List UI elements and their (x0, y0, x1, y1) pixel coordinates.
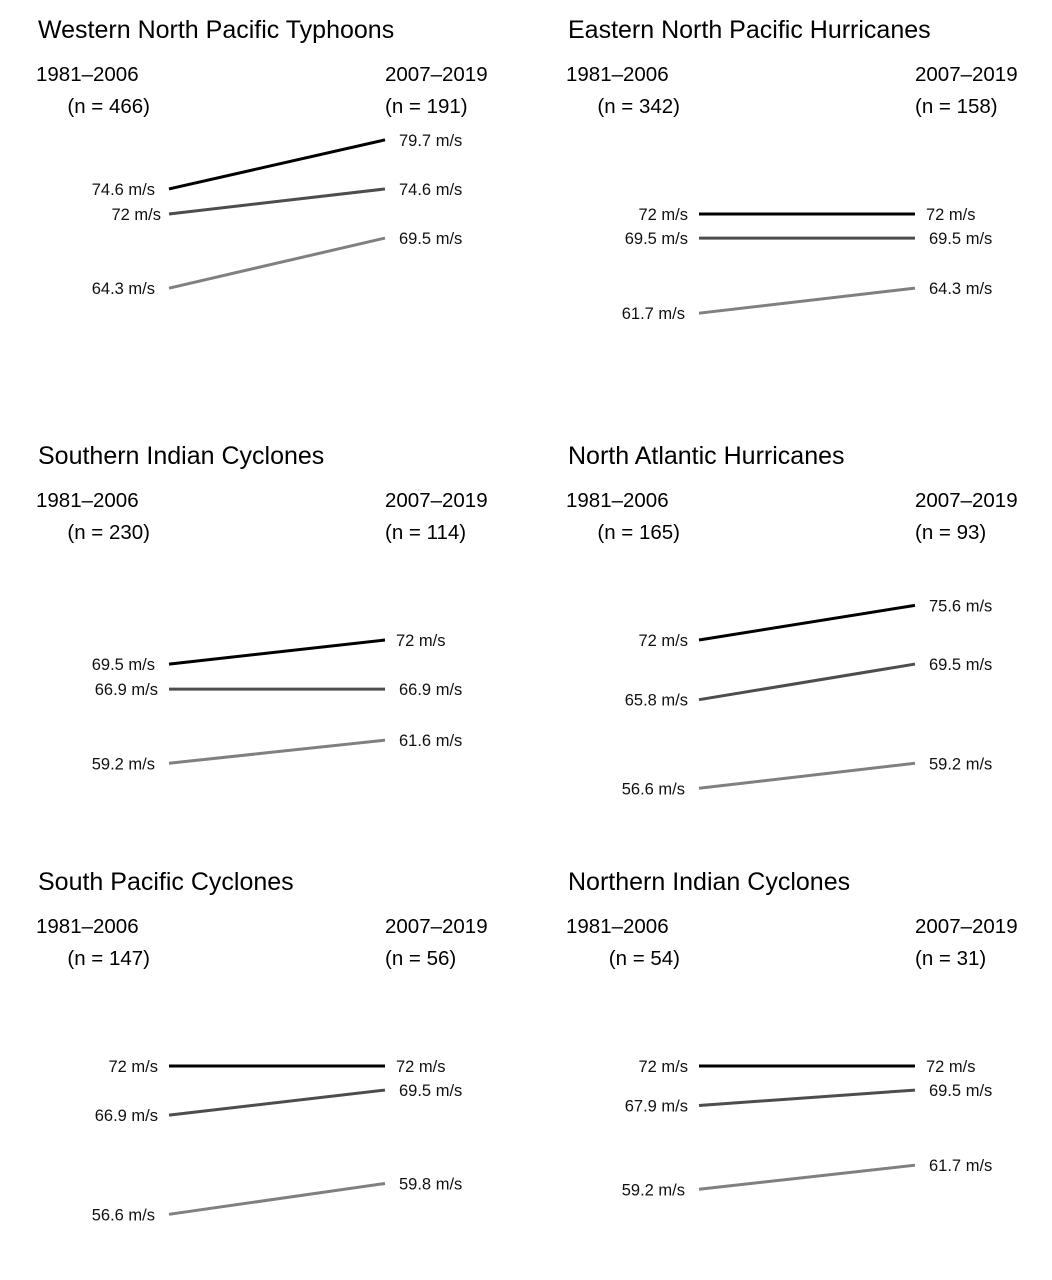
period-start-label: 1981–2006 (566, 915, 669, 938)
end-value-label: 69.5 m/s (929, 1082, 992, 1100)
series-line-3 (168, 1182, 386, 1216)
period-end-label: 2007–2019 (385, 63, 488, 86)
end-value-label: 69.5 m/s (929, 656, 992, 674)
end-value-label: 72 m/s (926, 206, 976, 224)
end-value-label: 69.5 m/s (399, 230, 462, 248)
panel-northern-indian: Northern Indian Cyclones 1981–2006 2007–… (530, 852, 1020, 1272)
end-value-label: 61.7 m/s (929, 1157, 992, 1175)
panel-title: Eastern North Pacific Hurricanes (568, 16, 931, 44)
start-value-label: 74.6 m/s (92, 181, 155, 199)
end-value-label: 66.9 m/s (399, 681, 462, 699)
series-line-2 (698, 662, 916, 702)
series-line-2 (168, 1088, 386, 1117)
end-value-label: 72 m/s (926, 1058, 976, 1076)
count-end-label: (n = 93) (915, 521, 987, 544)
period-start-label: 1981–2006 (566, 63, 669, 86)
start-value-label: 72 m/s (108, 1058, 158, 1076)
count-end-label: (n = 31) (915, 947, 987, 970)
end-value-label: 74.6 m/s (399, 181, 462, 199)
count-start-label: (n = 147) (67, 947, 150, 970)
count-start-label: (n = 230) (67, 521, 150, 544)
end-value-label: 79.7 m/s (399, 132, 462, 150)
count-start-label: (n = 342) (597, 95, 680, 118)
series-line-1 (168, 138, 386, 191)
end-value-label: 64.3 m/s (929, 280, 992, 298)
end-value-label: 59.2 m/s (929, 755, 992, 773)
period-start-label: 1981–2006 (36, 489, 139, 512)
panel-title: Northern Indian Cyclones (568, 868, 851, 896)
end-value-label: 75.6 m/s (929, 597, 992, 615)
start-value-label: 56.6 m/s (622, 780, 685, 798)
count-end-label: (n = 191) (385, 95, 468, 118)
panel-title: South Pacific Cyclones (38, 868, 294, 896)
period-start-label: 1981–2006 (566, 489, 669, 512)
panel-north-atlantic: North Atlantic Hurricanes 1981–2006 2007… (530, 426, 1020, 846)
period-start-label: 1981–2006 (36, 915, 139, 938)
series-line-2 (698, 1088, 916, 1107)
period-end-label: 2007–2019 (385, 915, 488, 938)
slope-plot: 72 m/s 72 m/s 67.9 m/s 69.5 m/s 59.2 m/s 61.7… (622, 1058, 993, 1199)
end-value-label: 72 m/s (396, 632, 446, 650)
slope-plot: 74.6 m/s 79.7 m/s 72 m/s 74.6 m/s 64.3 m/s 69… (92, 132, 463, 298)
period-end-label: 2007–2019 (915, 63, 1018, 86)
start-value-label: 65.8 m/s (625, 692, 688, 710)
slope-plot: 72 m/s 75.6 m/s 65.8 m/s 69.5 m/s 56.6 m/s 59… (622, 597, 993, 798)
series-line-3 (698, 286, 916, 315)
count-end-label: (n = 158) (915, 95, 998, 118)
series-line-1 (168, 638, 386, 666)
slope-plot: 72 m/s 72 m/s 69.5 m/s 69.5 m/s 61.7 m/s 64.3… (622, 206, 993, 323)
panel-title: Western North Pacific Typhoons (38, 16, 395, 44)
start-value-label: 72 m/s (638, 206, 688, 224)
count-end-label: (n = 114) (385, 521, 467, 544)
start-value-label: 67.9 m/s (625, 1097, 688, 1115)
panel-south-pacific: South Pacific Cyclones 1981–2006 2007–20… (0, 852, 490, 1272)
start-value-label: 56.6 m/s (92, 1206, 155, 1224)
start-value-label: 72 m/s (638, 632, 688, 650)
series-line-3 (168, 738, 386, 765)
panel-title: Southern Indian Cyclones (38, 442, 325, 470)
series-line-3 (698, 1163, 916, 1191)
series-line-3 (698, 761, 916, 790)
panel-southern-indian: Southern Indian Cyclones 1981–2006 2007–… (0, 426, 490, 846)
start-value-label: 69.5 m/s (625, 230, 688, 248)
start-value-label: 61.7 m/s (622, 305, 685, 323)
panel-title: North Atlantic Hurricanes (568, 442, 845, 470)
end-value-label: 61.6 m/s (399, 732, 462, 750)
series-line-1 (698, 603, 916, 642)
period-end-label: 2007–2019 (385, 489, 488, 512)
end-value-label: 72 m/s (396, 1058, 446, 1076)
period-start-label: 1981–2006 (36, 63, 139, 86)
start-value-label: 66.9 m/s (95, 681, 158, 699)
start-value-label: 72 m/s (638, 1058, 688, 1076)
panel-western-north-pacific: Western North Pacific Typhoons 1981–2006… (0, 0, 490, 420)
slope-plot: 72 m/s 72 m/s 66.9 m/s 69.5 m/s 56.6 m/s 59.8… (92, 1058, 463, 1224)
slope-plot: 69.5 m/s 72 m/s 66.9 m/s 66.9 m/s 59.2 m/s 61… (92, 632, 463, 773)
start-value-label: 59.2 m/s (92, 755, 155, 773)
start-value-label: 66.9 m/s (95, 1107, 158, 1125)
count-start-label: (n = 54) (608, 947, 680, 970)
count-end-label: (n = 56) (385, 947, 457, 970)
count-start-label: (n = 466) (67, 95, 150, 118)
count-start-label: (n = 165) (597, 521, 680, 544)
end-value-label: 59.8 m/s (399, 1175, 462, 1193)
start-value-label: 72 m/s (111, 206, 161, 224)
series-line-2 (168, 187, 386, 216)
series-line-3 (168, 236, 386, 290)
period-end-label: 2007–2019 (915, 489, 1018, 512)
start-value-label: 59.2 m/s (622, 1181, 685, 1199)
start-value-label: 64.3 m/s (92, 280, 155, 298)
panel-eastern-north-pacific: Eastern North Pacific Hurricanes 1981–20… (530, 0, 1020, 420)
start-value-label: 69.5 m/s (92, 656, 155, 674)
end-value-label: 69.5 m/s (399, 1082, 462, 1100)
end-value-label: 69.5 m/s (929, 230, 992, 248)
period-end-label: 2007–2019 (915, 915, 1018, 938)
